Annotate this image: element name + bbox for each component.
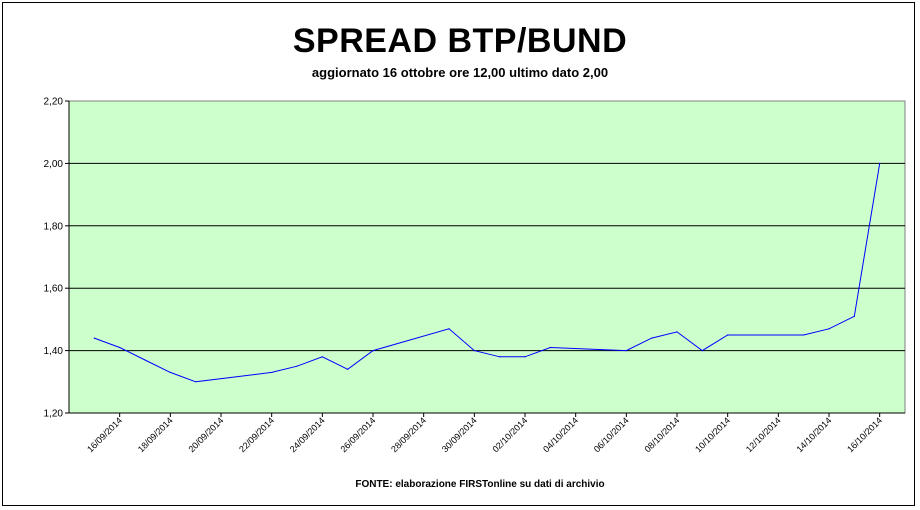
series-group	[93, 162, 881, 383]
x-tick-label: 30/09/2014	[440, 415, 479, 454]
series-line	[94, 163, 881, 383]
y-tick-label: 1,20	[44, 409, 64, 420]
x-tick-label: 28/09/2014	[389, 415, 428, 454]
data-point	[93, 337, 95, 339]
x-tick-label: 14/10/2014	[794, 415, 833, 454]
y-tick-label: 1,60	[44, 284, 64, 295]
source-note: FONTE: elaborazione FIRSTonline su dati …	[355, 479, 605, 490]
data-point	[271, 371, 273, 374]
data-point	[625, 350, 627, 352]
x-tick-label: 20/09/2014	[186, 415, 225, 454]
data-point	[828, 328, 830, 330]
x-tick-label: 12/10/2014	[744, 415, 783, 454]
data-point	[499, 356, 501, 358]
data-point	[727, 334, 729, 336]
data-point	[321, 356, 323, 358]
y-tick-label: 1,80	[44, 221, 64, 232]
y-tick-label: 2,20	[44, 97, 64, 108]
data-point	[651, 337, 653, 339]
x-tick-label: 24/09/2014	[288, 415, 327, 454]
x-tick-label: 16/09/2014	[85, 415, 124, 454]
chart-title: SPREAD BTP/BUND	[292, 22, 628, 60]
y-axis: 1,20 1,40 1,60 1,80 2,00 2,20	[44, 97, 905, 420]
plot-area	[68, 100, 906, 414]
x-tick-label: 08/10/2014	[642, 415, 681, 454]
x-tick-label: 16/10/2014	[845, 415, 884, 454]
x-tick-label: 22/09/2014	[237, 415, 276, 454]
x-tick-label: 26/09/2014	[338, 415, 377, 454]
data-point	[347, 368, 349, 370]
y-tick-label: 1,40	[44, 346, 64, 357]
data-point	[701, 350, 703, 352]
x-tick-label: 04/10/2014	[541, 415, 580, 454]
chart-subtitle: aggiornato 16 ottobre ore 12,00 ultimo d…	[311, 65, 609, 80]
x-tick-label: 18/09/2014	[136, 415, 175, 454]
data-point	[372, 350, 374, 352]
data-point	[296, 365, 298, 367]
data-point	[853, 315, 855, 317]
y-tick-label: 2,00	[44, 159, 64, 170]
data-point	[144, 359, 146, 361]
x-tick-label: 06/10/2014	[592, 415, 631, 454]
x-axis: 16/09/2014 18/09/2014 20/09/2014 22/09/2014…	[85, 413, 884, 454]
data-point	[676, 331, 678, 333]
data-point	[169, 371, 171, 374]
data-point	[549, 346, 551, 349]
x-tick-label: 10/10/2014	[693, 415, 732, 454]
data-point	[195, 381, 197, 383]
data-point	[119, 346, 121, 349]
data-point	[473, 350, 475, 352]
data-point	[448, 328, 450, 330]
gridlines	[69, 162, 905, 352]
x-tick-label: 02/10/2014	[490, 415, 529, 454]
data-point	[803, 334, 805, 336]
data-point	[879, 162, 881, 164]
data-point	[524, 356, 526, 358]
